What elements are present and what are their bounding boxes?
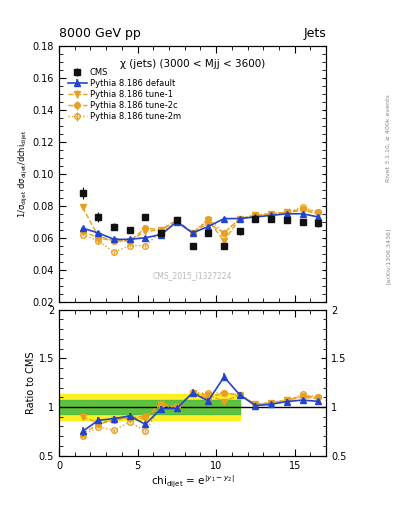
- X-axis label: chi$_{\mathrm{dijet}}$ = e$^{|y_1-y_2|}$: chi$_{\mathrm{dijet}}$ = e$^{|y_1-y_2|}$: [151, 473, 234, 489]
- Y-axis label: 1/σ$_{\mathrm{dijet}}$ dσ$_{\mathrm{dijet}}$/dchi$_{\mathrm{dijet}}$: 1/σ$_{\mathrm{dijet}}$ dσ$_{\mathrm{dije…: [17, 130, 30, 218]
- Text: Jets: Jets: [303, 27, 326, 40]
- Text: χ (jets) (3000 < Mjj < 3600): χ (jets) (3000 < Mjj < 3600): [120, 59, 265, 69]
- Y-axis label: Ratio to CMS: Ratio to CMS: [26, 351, 36, 414]
- Text: Rivet 3.1.10, ≥ 400k events: Rivet 3.1.10, ≥ 400k events: [386, 94, 391, 182]
- Text: [arXiv:1306.3436]: [arXiv:1306.3436]: [386, 228, 391, 284]
- Text: 8000 GeV pp: 8000 GeV pp: [59, 27, 141, 40]
- Legend: CMS, Pythia 8.186 default, Pythia 8.186 tune-1, Pythia 8.186 tune-2c, Pythia 8.1: CMS, Pythia 8.186 default, Pythia 8.186 …: [66, 66, 184, 124]
- Text: CMS_2015_I1327224: CMS_2015_I1327224: [153, 271, 232, 281]
